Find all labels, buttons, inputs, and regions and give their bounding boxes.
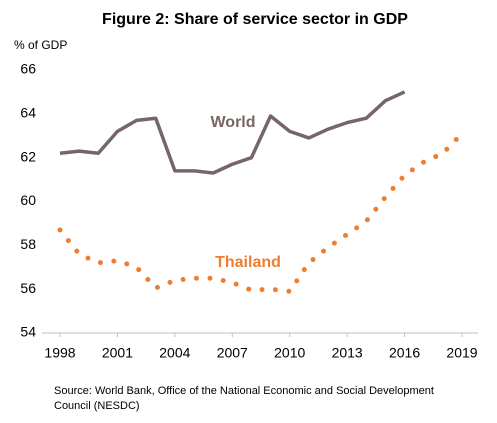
y-tick-label: 66 (20, 61, 36, 77)
y-tick-label: 60 (20, 192, 36, 208)
x-tick-label: 2016 (389, 345, 420, 361)
source-note: Source: World Bank, Office of the Nation… (54, 385, 434, 412)
chart: Figure 2: Share of service sector in GDP… (14, 11, 478, 361)
series-label: World (210, 114, 255, 131)
series-line (59, 90, 406, 175)
x-tick-label: 2013 (332, 345, 363, 361)
x-tick-label: 1998 (44, 345, 75, 361)
series-label: Thailand (215, 254, 281, 271)
y-tick-label: 54 (20, 324, 36, 340)
chart-title: Figure 2: Share of service sector in GDP (102, 11, 408, 28)
y-tick-label: 56 (20, 280, 36, 296)
x-tick-label: 2007 (217, 345, 248, 361)
y-axis-label: % of GDP (14, 38, 67, 52)
y-tick-label: 58 (20, 236, 36, 252)
x-tick-label: 2019 (446, 345, 477, 361)
y-tick-label: 64 (20, 105, 36, 121)
y-tick-label: 62 (20, 148, 36, 164)
x-tick-label: 2004 (159, 345, 190, 361)
x-tick-label: 2001 (102, 345, 133, 361)
x-tick-label: 2010 (274, 345, 305, 361)
series-line (57, 131, 465, 295)
